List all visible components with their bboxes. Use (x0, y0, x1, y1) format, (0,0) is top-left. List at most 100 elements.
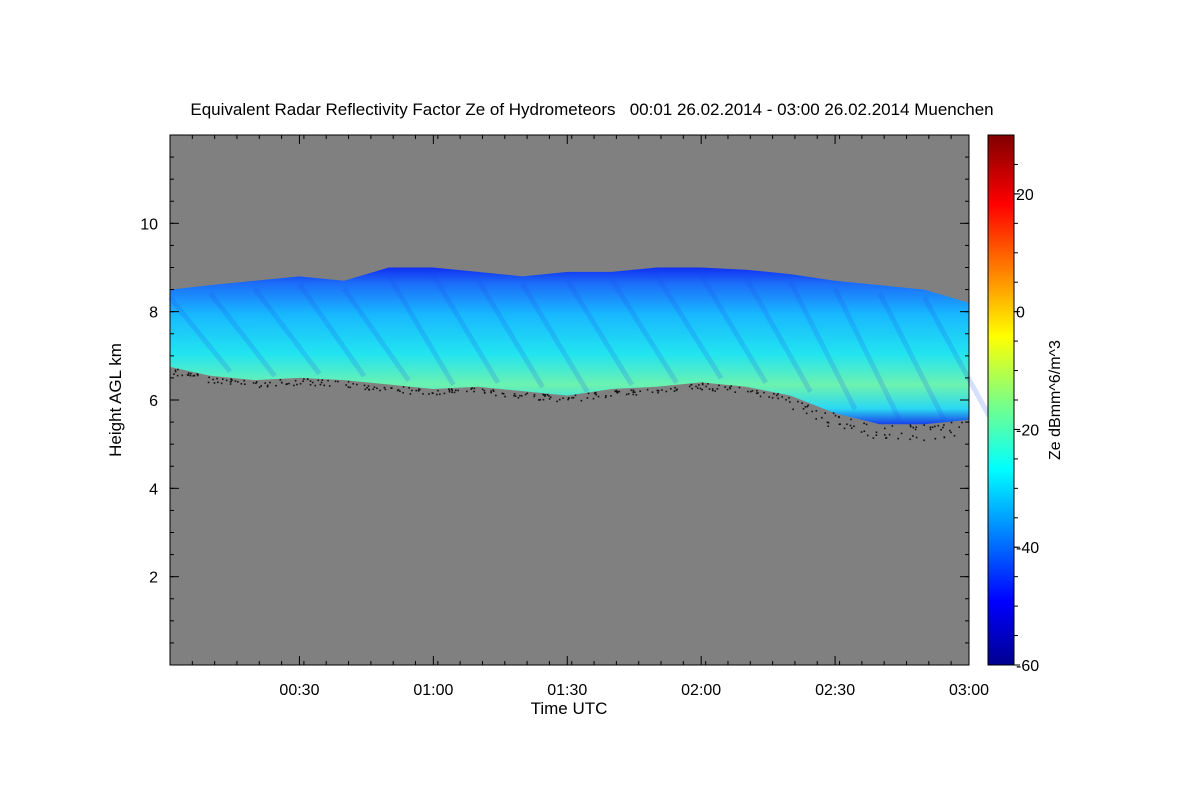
base-dot (909, 438, 911, 441)
base-dot (806, 405, 809, 408)
base-dot (431, 392, 434, 394)
base-dot (196, 374, 199, 377)
base-dot (728, 386, 731, 389)
base-dot (408, 386, 410, 389)
base-dot (546, 393, 549, 396)
y-tick-label: 8 (149, 305, 158, 322)
x-tick-label: 03:00 (949, 682, 989, 699)
base-dot (519, 394, 521, 397)
base-dot (173, 373, 175, 375)
base-dot (396, 389, 399, 392)
base-dot (843, 427, 846, 430)
base-dot (483, 392, 486, 394)
base-dot (217, 381, 219, 384)
base-dot (708, 388, 711, 390)
base-dot (457, 389, 459, 392)
fall-streak (922, 296, 992, 418)
fall-streak (342, 287, 411, 382)
base-dot (567, 397, 570, 399)
base-dot (701, 383, 704, 386)
base-dot (417, 390, 420, 392)
x-tick-label: 02:30 (815, 682, 855, 699)
base-dot (321, 379, 324, 381)
base-dot (586, 397, 589, 399)
base-dot (673, 390, 676, 392)
base-dot (674, 386, 676, 389)
fall-streak (386, 274, 456, 387)
base-dot (900, 432, 903, 435)
base-dot (797, 400, 799, 403)
x-tick-label: 00:30 (279, 682, 319, 699)
base-dot (853, 425, 855, 428)
base-dot (701, 382, 704, 385)
base-dot (729, 387, 732, 390)
base-dot (296, 383, 298, 386)
base-dot (323, 384, 326, 387)
base-dot (757, 392, 759, 394)
base-dot (334, 380, 337, 383)
base-dot (517, 396, 520, 399)
base-dot (364, 388, 367, 391)
base-dot (337, 380, 339, 383)
base-dot (544, 393, 547, 396)
base-dot (368, 389, 371, 391)
base-dot (943, 424, 945, 426)
base-dot (950, 431, 952, 434)
base-dot (738, 386, 741, 389)
base-dot (775, 394, 778, 397)
base-dot (940, 428, 942, 431)
base-dot (539, 398, 542, 401)
base-dot (526, 392, 529, 395)
base-dot (711, 388, 714, 390)
base-dot (373, 386, 376, 388)
base-dot (189, 374, 192, 377)
base-dot (356, 383, 358, 386)
base-dot (914, 428, 917, 431)
base-dot (605, 394, 607, 397)
fall-streak (297, 282, 367, 378)
base-dot (306, 378, 309, 380)
base-dot (701, 388, 703, 391)
base-dot (366, 386, 368, 389)
base-dot (501, 392, 504, 395)
base-dot (931, 426, 934, 429)
base-dot (288, 382, 290, 385)
base-dot (481, 388, 484, 391)
base-dot (495, 394, 497, 397)
base-dot (269, 381, 271, 384)
base-dot (422, 393, 424, 395)
base-dot (616, 392, 619, 394)
base-dot (915, 436, 918, 439)
base-dot (593, 392, 596, 395)
base-dot (317, 379, 320, 382)
base-dot (707, 383, 709, 385)
colorbar-tick-label: -20 (1016, 422, 1039, 439)
base-dot (676, 388, 678, 391)
base-dot (949, 429, 951, 432)
base-dot (634, 391, 636, 393)
base-dot (888, 433, 891, 436)
base-dot (196, 373, 199, 376)
base-dot (804, 406, 807, 408)
base-dot (376, 387, 378, 390)
base-dot (275, 384, 277, 387)
base-dot (174, 370, 177, 373)
base-dot (632, 389, 635, 392)
y-tick-label: 6 (149, 393, 158, 410)
base-dot (266, 385, 269, 388)
base-dot (777, 393, 779, 395)
base-dot (367, 385, 370, 387)
base-dot (872, 437, 875, 439)
base-dot (759, 395, 762, 398)
base-dot (610, 395, 612, 397)
base-dot (562, 397, 564, 399)
base-dot (409, 393, 412, 395)
base-dot (661, 389, 663, 391)
base-dot (244, 383, 246, 385)
base-dot (216, 377, 218, 380)
colorbar-ticks: -60 -40 -20 0 20 (1014, 163, 1039, 675)
base-dot (448, 388, 450, 391)
base-dot (411, 389, 413, 392)
base-dot (390, 387, 392, 389)
base-dot (504, 395, 506, 398)
